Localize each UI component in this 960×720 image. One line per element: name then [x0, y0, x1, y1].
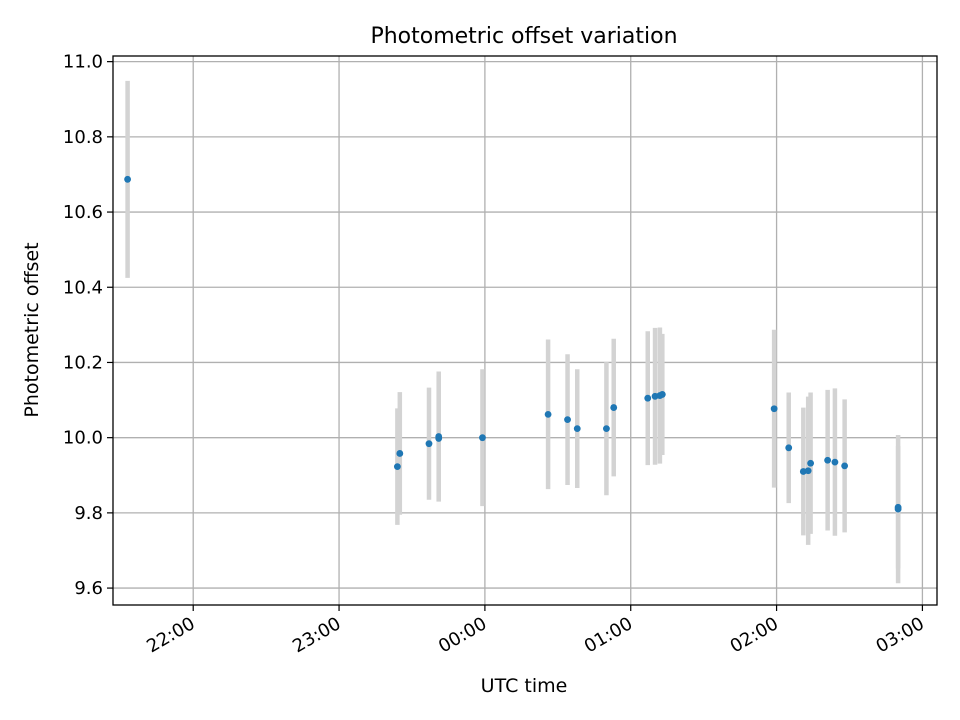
y-tick-label: 9.8: [74, 503, 103, 524]
data-point: [785, 444, 793, 452]
data-point: [603, 425, 610, 433]
y-axis-label: Photometric offset: [21, 242, 43, 417]
data-point: [831, 458, 839, 466]
data-point: [610, 404, 618, 411]
y-tick-label: 10.0: [63, 428, 103, 449]
x-tick-label: 00:00: [435, 613, 490, 657]
data-point: [573, 425, 581, 433]
data-point: [396, 450, 404, 457]
x-tick-label: 22:00: [143, 613, 198, 657]
data-point: [807, 459, 815, 467]
data-point: [425, 440, 433, 448]
grid-lines: [113, 56, 937, 605]
y-tick-label: 10.6: [63, 202, 103, 223]
data-point: [804, 467, 812, 475]
y-tick-label: 11.0: [63, 52, 103, 73]
data-point: [564, 416, 571, 424]
y-tick-label: 10.2: [63, 352, 103, 373]
x-axis-ticks: 22:00 23:00 00:00 01:00 02:00 03:00: [143, 605, 928, 657]
x-tick-label: 23:00: [289, 613, 344, 657]
plot-frame: [112, 55, 938, 606]
data-points: [124, 175, 902, 513]
y-axis-ticks: 9.6 9.8 10.0 10.2 10.4 10.6 10.8 11.0: [63, 52, 113, 599]
data-point: [435, 433, 443, 440]
data-point: [393, 463, 401, 471]
y-tick-label: 10.8: [63, 127, 103, 148]
x-tick-label: 03:00: [872, 613, 927, 657]
chart-title: Photometric offset variation: [370, 24, 677, 49]
x-tick-label: 02:00: [727, 613, 782, 657]
data-point: [644, 394, 652, 402]
data-point: [841, 462, 849, 470]
data-point: [770, 405, 778, 413]
x-axis-label: UTC time: [481, 675, 568, 697]
error-bars: [125, 80, 901, 584]
data-point: [479, 434, 486, 442]
data-point: [894, 503, 902, 511]
data-point: [658, 391, 666, 398]
data-point: [824, 456, 832, 464]
y-tick-label: 10.4: [63, 277, 103, 298]
data-point: [124, 175, 131, 183]
x-tick-label: 01:00: [581, 613, 636, 657]
y-tick-label: 9.6: [74, 578, 103, 599]
data-point: [544, 410, 552, 418]
